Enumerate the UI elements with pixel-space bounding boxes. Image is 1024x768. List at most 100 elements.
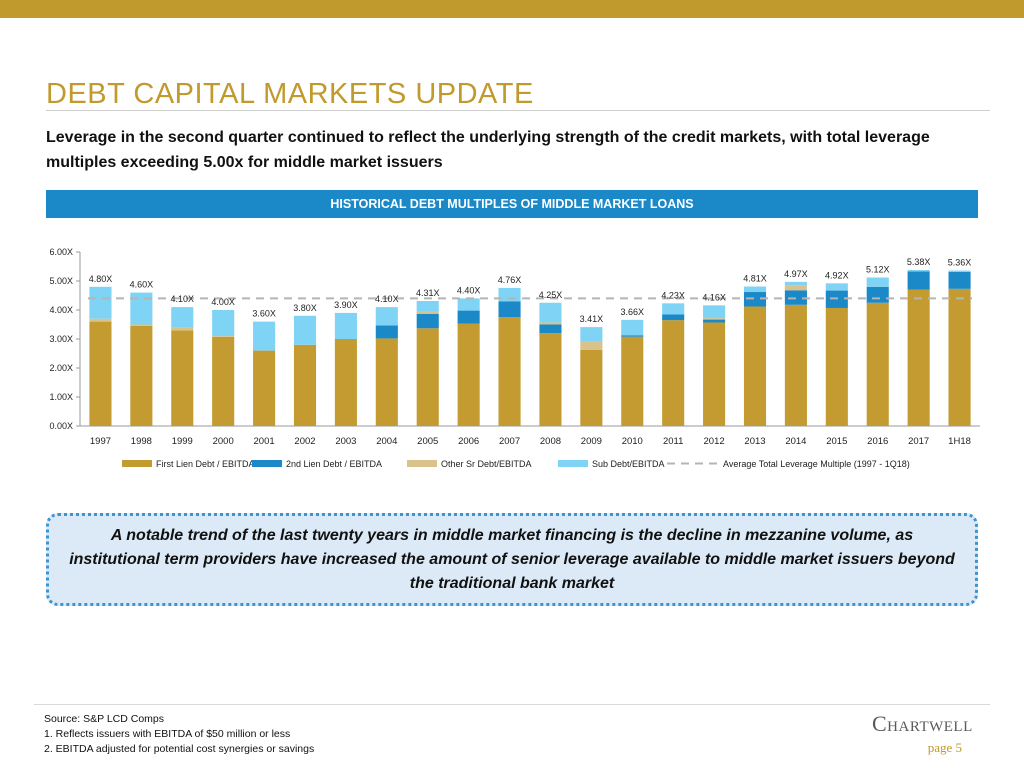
bar-segment-first-lien <box>130 325 153 426</box>
total-value-label: 3.90X <box>334 300 358 310</box>
bar-segment-sub-debt <box>703 305 726 319</box>
bar-segment-second-lien <box>866 286 889 303</box>
bar-segment-sub-debt <box>948 270 971 273</box>
total-value-label: 4.60X <box>130 280 154 290</box>
x-tick-label: 2015 <box>826 436 847 447</box>
y-tick-label: 5.00X <box>49 276 73 286</box>
bar-segment-first-lien <box>621 336 644 426</box>
x-tick-label: 2000 <box>213 436 234 447</box>
bar-segment-second-lien <box>416 313 439 329</box>
bar-segment-first-lien <box>498 317 521 426</box>
bar-segment-first-lien <box>375 338 398 426</box>
total-value-label: 4.23X <box>661 290 685 300</box>
bar-segment-sub-debt <box>866 277 889 287</box>
bar-segment-sub-debt <box>130 292 153 325</box>
bar-segment-sub-debt <box>907 269 930 272</box>
bar-segment-first-lien <box>662 320 685 426</box>
bar-segment-other-sr <box>703 318 726 320</box>
bar-segment-second-lien <box>375 325 398 339</box>
x-tick-label: 1997 <box>90 436 111 447</box>
total-value-label: 4.00X <box>211 297 235 307</box>
bar-segment-first-lien <box>89 321 112 426</box>
bar-segment-sub-debt <box>375 307 398 326</box>
bar-segment-sub-debt <box>253 321 276 351</box>
x-tick-label: 2002 <box>294 436 315 447</box>
bar-segment-sub-debt <box>825 283 848 291</box>
x-tick-label: 2001 <box>254 436 275 447</box>
chartwell-logo: Chartwell <box>872 711 973 736</box>
total-value-label: 4.81X <box>743 274 767 284</box>
bar-segment-sub-debt <box>784 281 807 286</box>
bar-segment-second-lien <box>539 324 562 334</box>
bar-segment-other-sr <box>130 324 153 326</box>
bar-segment-sub-debt <box>416 301 439 312</box>
y-tick-label: 2.00X <box>49 363 73 373</box>
bar-segment-first-lien <box>948 288 971 426</box>
total-value-label: 4.10X <box>375 294 399 304</box>
footnote-source: Source: S&P LCD Comps <box>44 713 165 725</box>
total-value-label: 5.38X <box>907 257 931 267</box>
x-tick-label: 1999 <box>172 436 193 447</box>
total-value-label: 4.80X <box>89 274 113 284</box>
bar-segment-sub-debt <box>662 303 685 315</box>
x-tick-label: 2011 <box>663 436 683 447</box>
legend-other-sr-swatch <box>407 460 437 467</box>
legend-first-lien-swatch <box>122 460 152 467</box>
bar-segment-first-lien <box>907 289 930 426</box>
bar-segment-first-lien <box>825 307 848 426</box>
bar-segment-sub-debt <box>334 312 357 339</box>
bar-segment-first-lien <box>171 330 194 426</box>
bar-segment-other-sr <box>416 311 439 314</box>
x-tick-label: 2003 <box>335 436 356 447</box>
y-tick-label: 0.00X <box>49 421 73 431</box>
bar-segment-first-lien <box>580 349 603 426</box>
x-tick-label: 1H18 <box>948 436 971 447</box>
total-value-label: 4.76X <box>498 275 522 285</box>
legend-sub-debt-label: Sub Debt/EBITDA <box>592 459 665 469</box>
x-tick-label: 2008 <box>540 436 561 447</box>
legend-other-sr-label: Other Sr Debt/EBITDA <box>441 459 532 469</box>
legend-average-line-label: Average Total Leverage Multiple (1997 - … <box>723 459 910 469</box>
legend-sub-debt-swatch <box>558 460 588 467</box>
bar-segment-first-lien <box>416 328 439 426</box>
x-tick-label: 2006 <box>458 436 479 447</box>
page-subtitle: Leverage in the second quarter continued… <box>46 129 930 171</box>
total-value-label: 3.66X <box>621 307 645 317</box>
x-tick-label: 2016 <box>867 436 888 447</box>
y-tick-label: 1.00X <box>49 392 73 402</box>
bar-segment-first-lien <box>784 304 807 426</box>
bar-segment-sub-debt <box>89 286 112 319</box>
bar-segment-sub-debt <box>621 319 644 336</box>
bar-segment-first-lien <box>866 302 889 426</box>
bar-segment-second-lien <box>621 335 644 337</box>
debt-multiples-chart: 0.00X 1.00X 2.00X 3.00X 4.00X 5.00X 6.00X 1997 1… <box>49 247 980 469</box>
total-value-label: 4.92X <box>825 270 849 280</box>
x-tick-label: 2013 <box>744 436 765 447</box>
bar-segment-second-lien <box>498 301 521 318</box>
callout-text: A notable trend of the last twenty years… <box>69 526 955 592</box>
bar-segment-second-lien <box>457 310 480 324</box>
bar-segment-first-lien <box>703 322 726 426</box>
y-tick-label: 3.00X <box>49 334 73 344</box>
bar-segment-other-sr <box>89 318 112 322</box>
x-tick-label: 2010 <box>622 436 643 447</box>
bar-segment-sub-debt <box>212 310 235 337</box>
page-title: DEBT CAPITAL MARKETS UPDATE <box>46 78 534 110</box>
total-value-label: 4.10X <box>171 294 195 304</box>
bar-segment-first-lien <box>743 306 767 426</box>
x-tick-label: 2009 <box>581 436 602 447</box>
bar-segment-first-lien <box>334 339 357 426</box>
x-tick-label: 2017 <box>908 436 929 447</box>
total-value-label: 5.36X <box>948 258 972 268</box>
bar-segment-other-sr <box>580 341 603 350</box>
total-value-label: 4.97X <box>784 269 808 279</box>
top-accent-bar <box>0 0 1024 18</box>
x-tick-label: 2012 <box>704 436 725 447</box>
bar-segment-second-lien <box>907 271 930 290</box>
bar-segment-second-lien <box>662 314 685 321</box>
x-tick-label: 2007 <box>499 436 520 447</box>
bar-segment-second-lien <box>743 292 767 307</box>
bar-segment-second-lien <box>948 272 971 289</box>
total-value-label: 4.40X <box>457 285 481 295</box>
bar-segment-first-lien <box>293 344 317 426</box>
